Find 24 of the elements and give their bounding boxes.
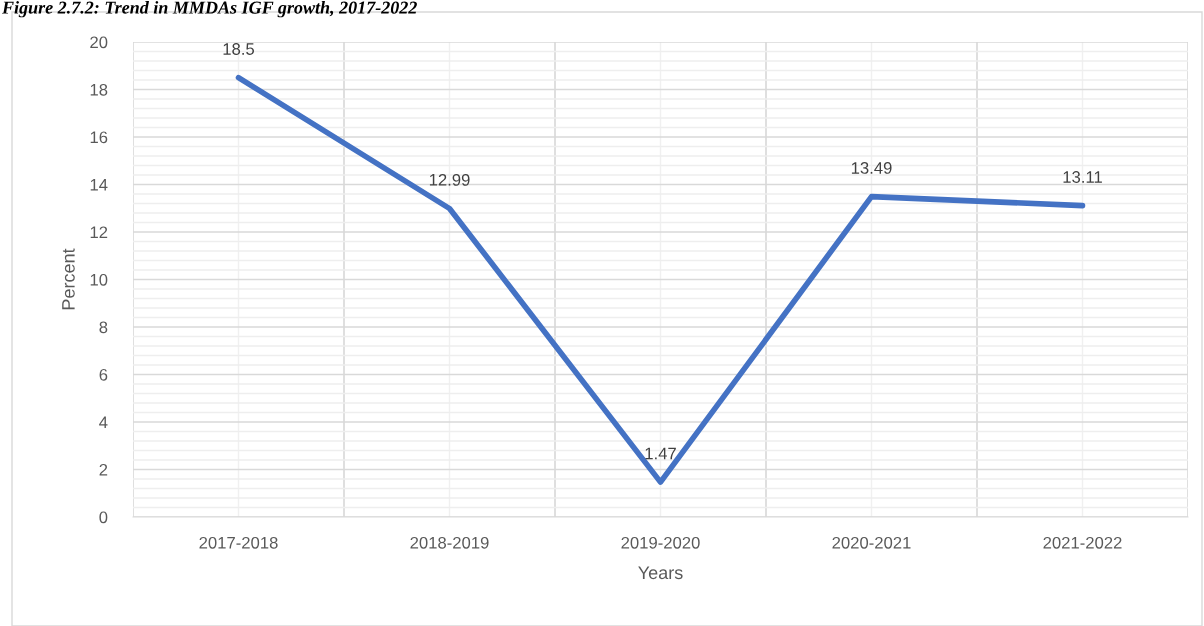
y-tick-label: 6 — [99, 368, 108, 381]
y-tick-label: 10 — [90, 273, 108, 286]
chart-title: Figure 2.7.2: Trend in MMDAs IGF growth, 2017-2022 — [1, 1, 417, 18]
data-label: 13.11 — [1063, 171, 1102, 183]
x-axis-title: Years — [638, 566, 683, 580]
y-axis-title: Percent — [62, 248, 75, 310]
data-label: 12.99 — [429, 173, 470, 186]
y-tick-label: 0 — [99, 511, 108, 524]
x-tick-label: 2019-2020 — [621, 536, 700, 549]
x-tick-label: 2017-2018 — [199, 536, 278, 549]
y-tick-label: 4 — [99, 416, 108, 429]
y-tick-label: 20 — [90, 36, 108, 49]
y-tick-label: 14 — [90, 179, 108, 191]
y-tick-label: 16 — [90, 131, 108, 144]
data-label: 1.47 — [645, 447, 676, 460]
y-tick-label: 2 — [99, 463, 108, 476]
x-tick-label: 2021-2022 — [1043, 536, 1122, 549]
x-tick-label: 2018-2019 — [410, 536, 489, 549]
data-label: 13.49 — [851, 162, 892, 174]
y-tick-label: 18 — [90, 83, 108, 96]
y-tick-label: 8 — [99, 321, 108, 334]
x-tick-label: 2020-2021 — [832, 536, 911, 549]
data-label: 18.5 — [223, 43, 255, 55]
y-tick-label: 12 — [90, 226, 108, 239]
